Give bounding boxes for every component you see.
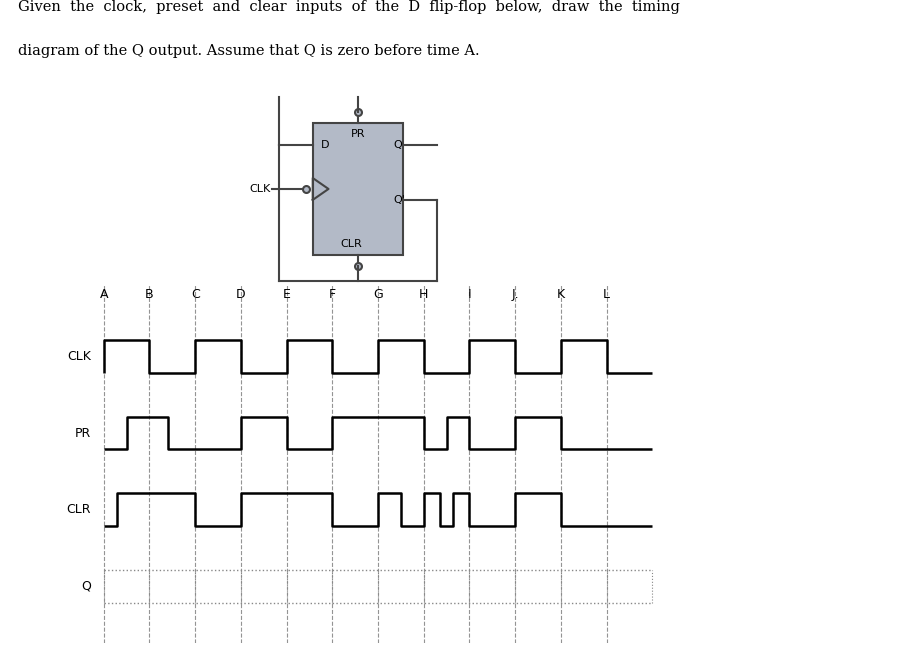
- Text: D: D: [320, 140, 329, 151]
- Text: Given  the  clock,  preset  and  clear  inputs  of  the  D  flip-flop  below,  d: Given the clock, preset and clear inputs…: [18, 0, 680, 14]
- Text: E: E: [283, 288, 291, 301]
- Text: PR: PR: [75, 426, 91, 440]
- Text: A: A: [100, 288, 108, 301]
- Text: I: I: [468, 288, 472, 301]
- Text: J.: J.: [511, 288, 519, 301]
- Text: H: H: [419, 288, 428, 301]
- Text: diagram of the Q output. Assume that Q is zero before time A.: diagram of the Q output. Assume that Q i…: [18, 44, 480, 58]
- Text: D: D: [236, 288, 246, 301]
- Bar: [313, 123, 403, 255]
- Text: L: L: [603, 288, 610, 301]
- Text: CLK: CLK: [250, 184, 271, 194]
- Text: CLR: CLR: [67, 503, 91, 516]
- Text: PR: PR: [350, 129, 365, 139]
- Text: Q: Q: [81, 580, 91, 593]
- Text: CLR: CLR: [340, 239, 362, 249]
- Text: C: C: [191, 288, 200, 301]
- Text: Q: Q: [394, 140, 402, 151]
- Text: B: B: [145, 288, 154, 301]
- Text: CLK: CLK: [67, 350, 91, 363]
- Text: F: F: [328, 288, 336, 301]
- Text: Q': Q': [394, 195, 406, 205]
- Text: K: K: [557, 288, 565, 301]
- Text: G: G: [374, 288, 382, 301]
